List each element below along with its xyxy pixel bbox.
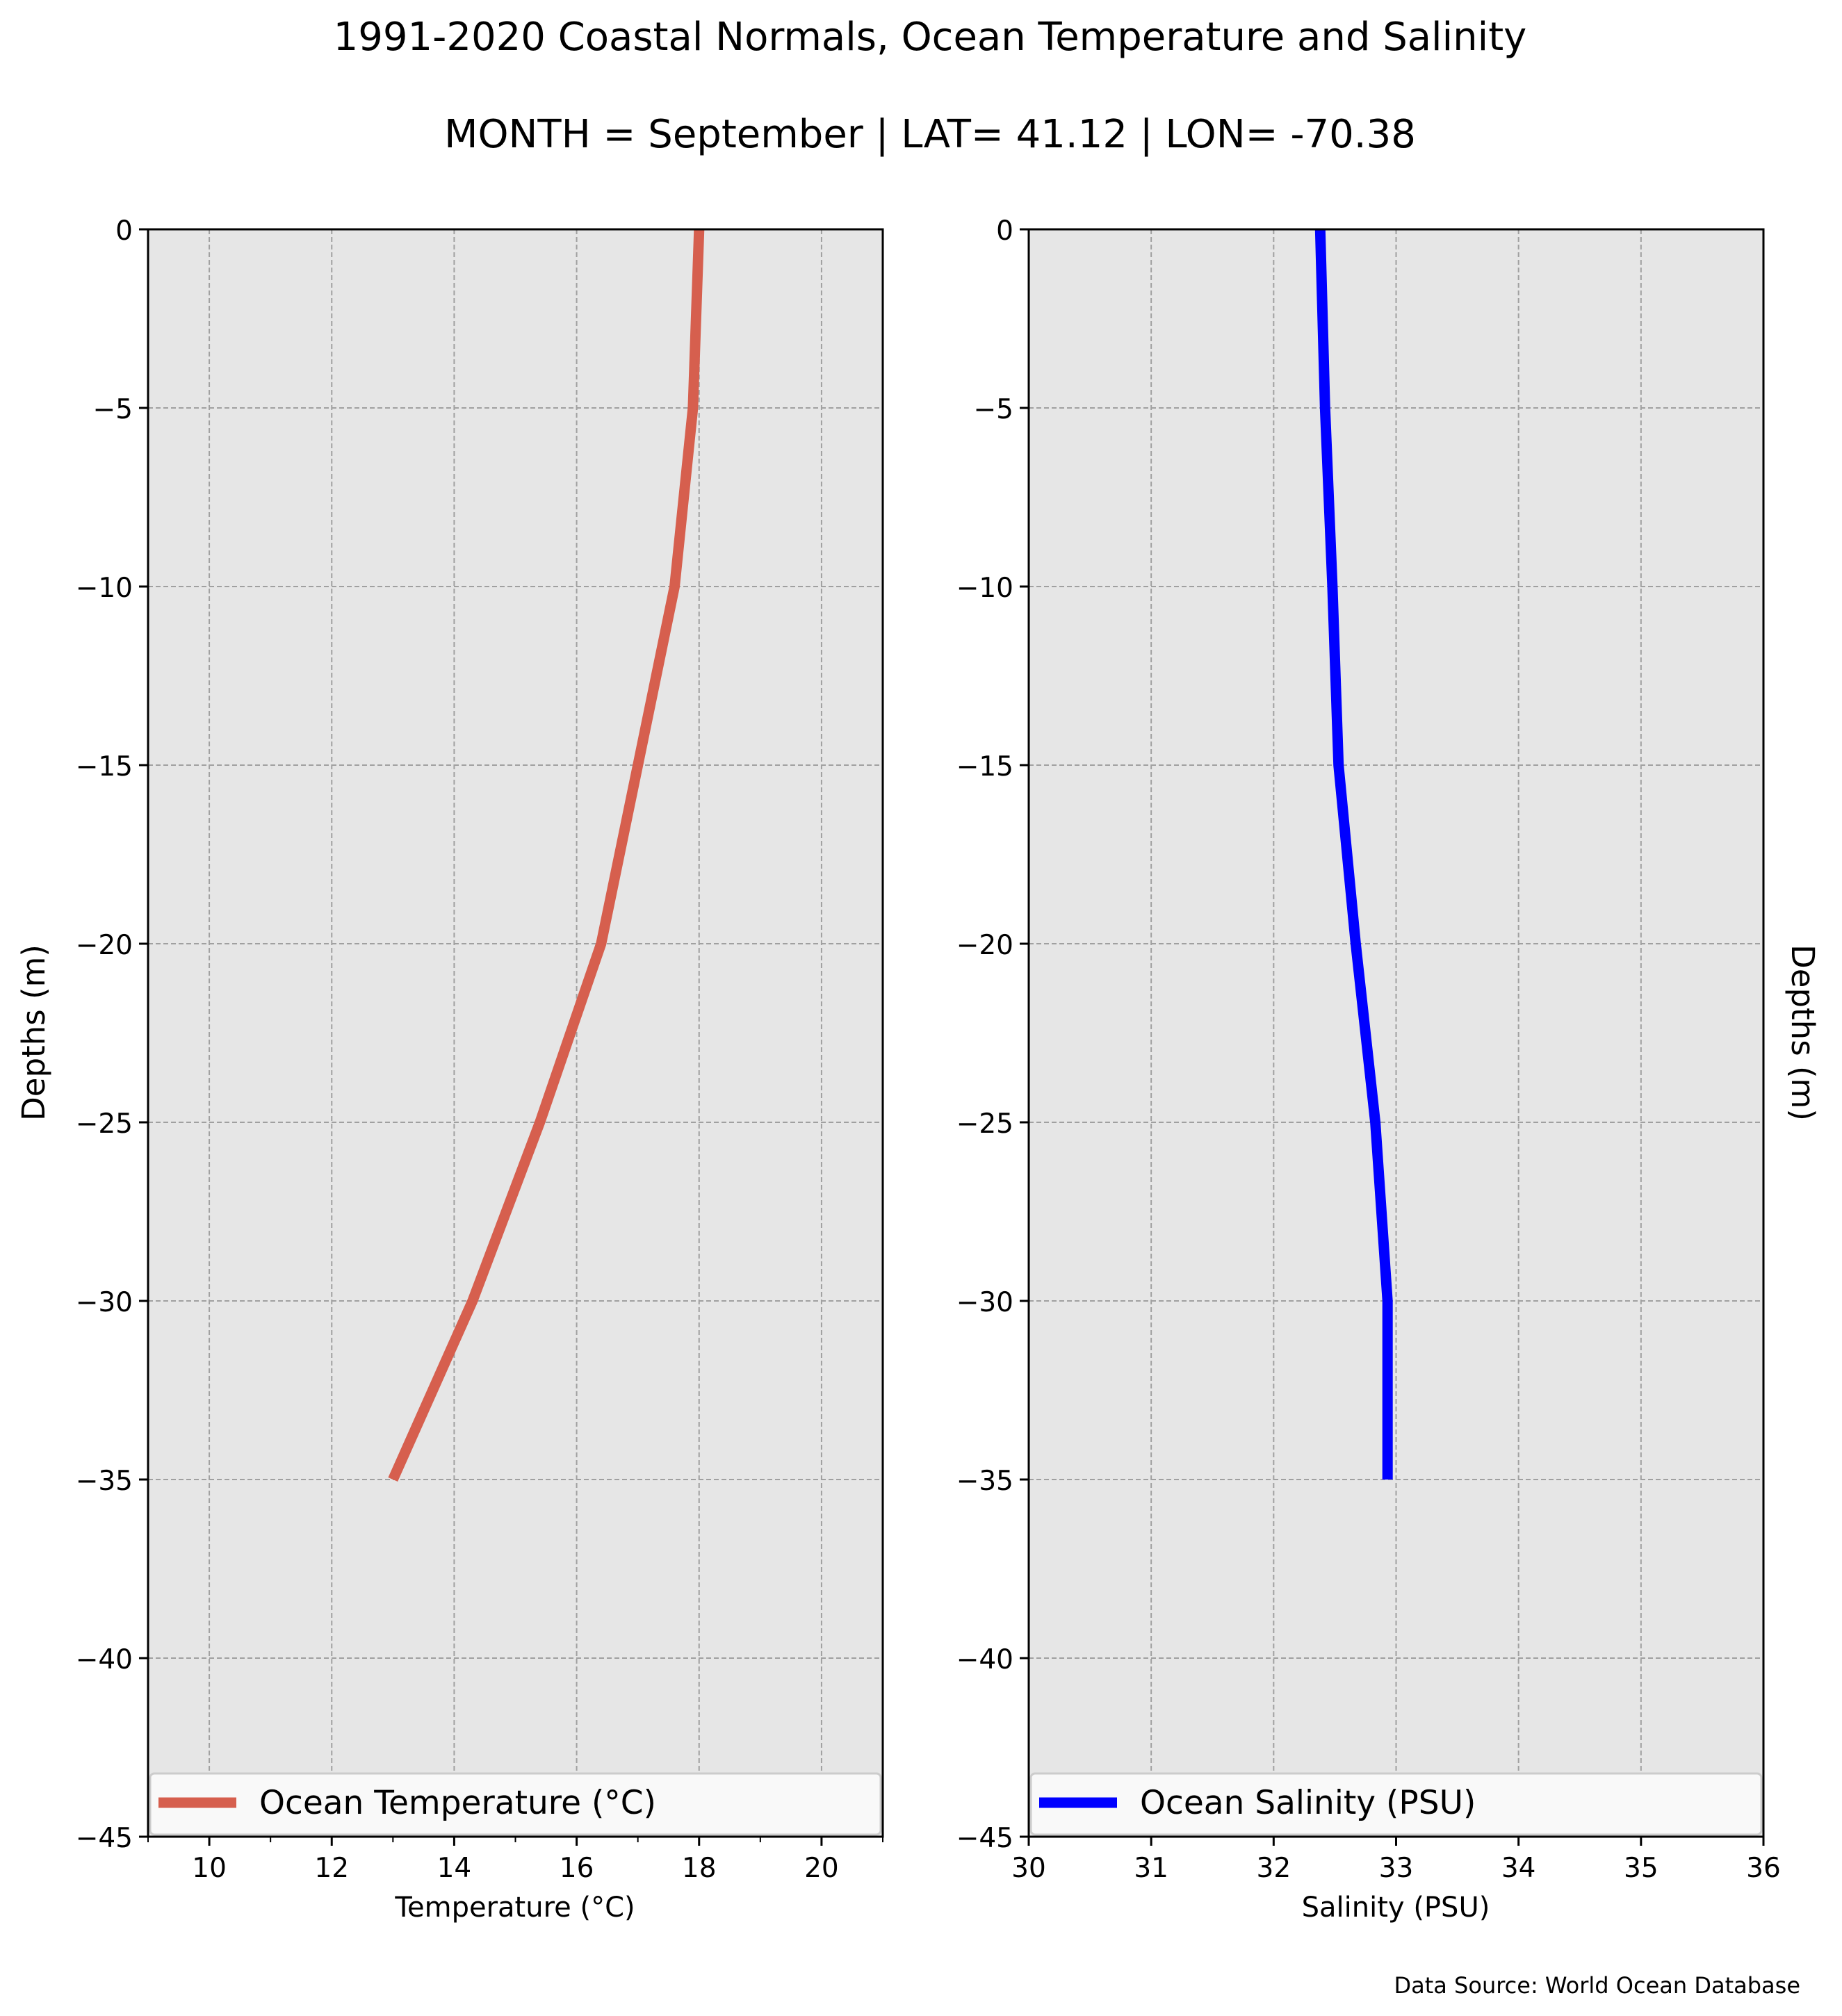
temperature-ytick-label: −30 (76, 1287, 133, 1318)
salinity-xtick-label: 34 (1501, 1853, 1536, 1884)
temperature-data-point (633, 760, 643, 770)
salinity-data-point (1383, 1296, 1392, 1306)
salinity-panel: Ocean Salinity (PSU) 30 31 32 33 34 35 36 0 −5 −… (956, 215, 1821, 1924)
salinity-ytick-label: −5 (974, 394, 1014, 425)
temperature-xlabel: Temperature (°C) (394, 1892, 635, 1924)
temperature-data-point (670, 582, 680, 591)
temperature-series-line (388, 229, 705, 1482)
temperature-ytick-label: −35 (76, 1466, 133, 1497)
salinity-data-point (1351, 939, 1360, 949)
salinity-ytick-label: 0 (996, 215, 1013, 247)
temperature-xtick-label: 14 (437, 1853, 472, 1884)
salinity-xtick-label: 33 (1379, 1853, 1414, 1884)
temperature-ytick-label: −5 (93, 394, 133, 425)
temperature-ytick-label: −45 (76, 1823, 133, 1854)
temperature-grid (148, 229, 883, 1837)
temperature-data-point (388, 1475, 398, 1484)
salinity-ytick-label: −25 (956, 1108, 1013, 1140)
temperature-legend-label: Ocean Temperature (°C) (259, 1784, 656, 1822)
salinity-data-point (1371, 1117, 1380, 1127)
temperature-xtick-label: 18 (682, 1853, 717, 1884)
salinity-xlabel: Salinity (PSU) (1302, 1892, 1490, 1924)
salinity-ytick-label: −45 (956, 1823, 1013, 1854)
temperature-data-point (468, 1296, 478, 1306)
salinity-data-point (1320, 403, 1330, 413)
salinity-series (1314, 229, 1393, 1484)
salinity-ytick-label: −15 (956, 751, 1013, 782)
salinity-ytick-label: −35 (956, 1466, 1013, 1497)
temperature-xticks: 10 12 14 16 18 20 (147, 1837, 883, 1884)
temperature-data-point (688, 403, 698, 413)
salinity-ytick-label: −30 (956, 1287, 1013, 1318)
temperature-legend: Ocean Temperature (°C) (149, 1772, 882, 1836)
temperature-legend-box (149, 1772, 882, 1836)
salinity-data-point (1328, 582, 1337, 591)
salinity-ytick-label: −10 (956, 573, 1013, 604)
figure-title: 1991-2020 Coastal Normals, Ocean Tempera… (334, 15, 1527, 60)
salinity-ylabel: Depths (m) (1784, 944, 1821, 1121)
temperature-ytick-label: 0 (115, 215, 133, 247)
salinity-data-point (1334, 760, 1344, 770)
salinity-xtick-label: 35 (1624, 1853, 1658, 1884)
temperature-data-point (535, 1117, 545, 1127)
temperature-ytick-label: −15 (76, 751, 133, 782)
temperature-ytick-label: −40 (76, 1644, 133, 1675)
data-source-note: Data Source: World Ocean Database (1394, 1972, 1800, 1999)
salinity-legend-box (1029, 1772, 1763, 1836)
temperature-xtick-label: 10 (192, 1853, 227, 1884)
temperature-xtick-label: 20 (804, 1853, 839, 1884)
salinity-yticks: 0 −5 −10 −15 −20 −25 −30 −35 −40 −45 (956, 215, 1029, 1854)
temperature-panel: Ocean Temperature (°C) 10 12 14 16 18 20 0 −5 −… (15, 215, 884, 1924)
temperature-ylabel: Depths (m) (15, 944, 52, 1121)
salinity-data-point (1383, 1475, 1392, 1484)
temperature-xtick-label: 12 (314, 1853, 349, 1884)
salinity-legend-label: Ocean Salinity (PSU) (1140, 1784, 1476, 1822)
salinity-xtick-label: 31 (1134, 1853, 1168, 1884)
salinity-xtick-label: 36 (1746, 1853, 1781, 1884)
temperature-yticks: 0 −5 −10 −15 −20 −25 −30 −35 −40 −45 (76, 215, 148, 1854)
salinity-series-line (1314, 229, 1393, 1480)
temperature-ytick-label: −20 (76, 930, 133, 961)
salinity-xtick-label: 32 (1257, 1853, 1291, 1884)
temperature-xtick-label: 16 (560, 1853, 594, 1884)
temperature-plot-area (148, 229, 883, 1837)
temperature-ytick-label: −25 (76, 1108, 133, 1140)
salinity-xticks: 30 31 32 33 34 35 36 (1011, 1837, 1781, 1884)
temperature-data-point (596, 939, 606, 949)
temperature-ytick-label: −10 (76, 573, 133, 604)
salinity-xtick-label: 30 (1011, 1853, 1046, 1884)
figure-subtitle: MONTH = September | LAT= 41.12 | LON= -7… (444, 112, 1416, 157)
salinity-legend: Ocean Salinity (PSU) (1029, 1772, 1763, 1836)
salinity-ytick-label: −20 (956, 930, 1013, 961)
temperature-series (388, 229, 705, 1484)
salinity-ytick-label: −40 (956, 1644, 1013, 1675)
salinity-grid (1029, 229, 1763, 1837)
